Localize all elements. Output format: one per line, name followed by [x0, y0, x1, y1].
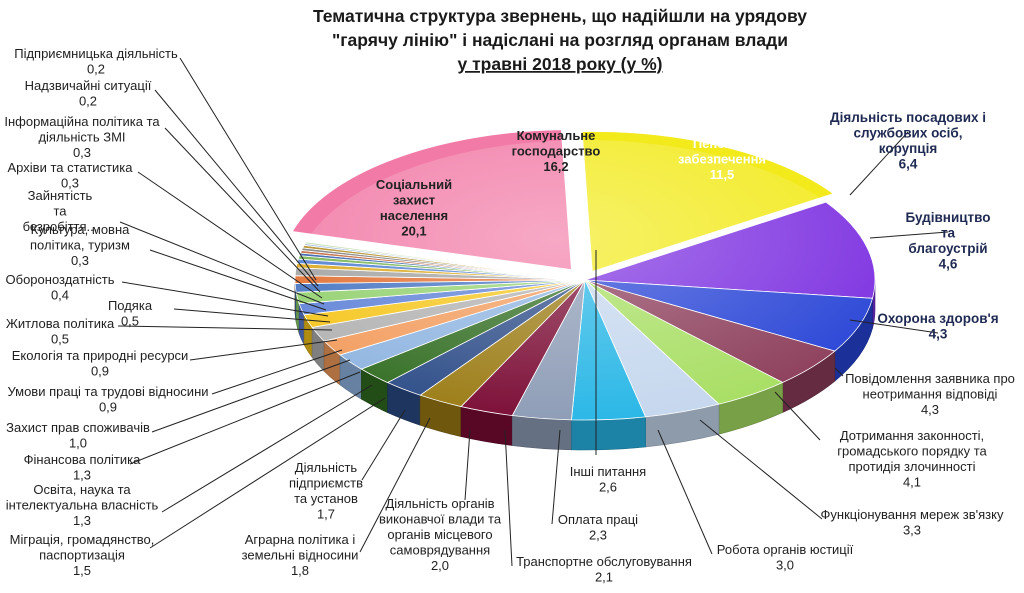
slice-label-21: Житлова політика 0,5: [6, 316, 115, 347]
leader-line-29: [179, 57, 317, 281]
leader-line-27: [164, 127, 321, 293]
slice-label-15: Міграція, громадянство, паспортизація 1,5: [10, 532, 155, 578]
leader-line-5: [834, 367, 844, 377]
slice-label-16: Освіта, наука та інтелектуальна власність…: [6, 482, 159, 528]
slice-label-0: Комунальне господарство 16,2: [512, 128, 601, 174]
leader-line-25: [119, 221, 325, 305]
leader-line-20: [189, 339, 338, 361]
slice-label-24: Культура, мовна політика, туризм 0,3: [30, 222, 130, 268]
slice-label-14: Діяльність підприємств та установ 1,7: [289, 460, 363, 522]
leader-line-19: [211, 349, 343, 395]
pie-tops: [291, 129, 876, 421]
leader-line-22: [173, 308, 331, 323]
leader-line-11: [504, 429, 513, 567]
slice-label-9: Інші питання 2,6: [570, 464, 646, 495]
leader-line-23: [121, 281, 329, 317]
slice-label-13: Аграрна політика і земельні відносини 1,8: [242, 532, 359, 578]
slice-label-3: Будівництво та благоустрій 4,6: [905, 210, 990, 272]
slice-label-7: Функціонування мереж зв'язку 3,3: [821, 507, 1004, 538]
leader-line-14: [361, 409, 406, 481]
slice-side-6: [571, 416, 646, 451]
slice-label-1: Пенсійне забезпечення 11,5: [678, 136, 766, 182]
leader-line-28: [154, 89, 319, 287]
slice-label-4: Охорона здоров'я 4,3: [877, 311, 998, 342]
leader-line-8: [657, 429, 713, 555]
slice-label-10: Оплата праці 2,3: [558, 512, 638, 543]
slice-label-2: Діяльність посадових і службових осіб, кор…: [830, 110, 986, 172]
slice-label-29: Підприємницька діяльність 0,2: [14, 46, 178, 77]
leader-line-7: [699, 419, 823, 520]
leader-line-4: [849, 319, 939, 334]
leader-line-10: [551, 429, 561, 525]
leader-line-18: [151, 359, 351, 433]
leader-line-2: [849, 131, 909, 196]
leader-line-26: [137, 171, 323, 299]
leader-line-6: [774, 391, 821, 441]
leader-line-3: [869, 231, 949, 239]
leader-line-15: [149, 397, 386, 549]
slice-label-8: Робота органів юстиції 3,0: [717, 542, 854, 573]
leader-line-16: [161, 384, 373, 513]
slice-label-6: Дотримання законності, громадського поряд…: [837, 428, 987, 490]
leader-line-12: [464, 429, 471, 501]
slice-label-11: Транспортне обслуговування 2,1: [516, 554, 692, 585]
slice-label-28: Надзвичайні ситуації 0,2: [25, 78, 152, 109]
leader-line-24: [149, 249, 327, 311]
chart-title-line-2: "гарячу лінію" і надіслані на розгляд ор…: [332, 30, 788, 50]
slice-label-25: Зайнятість та безробіття...: [23, 188, 98, 234]
slice-label-23: Обороноздатність 0,4: [6, 272, 115, 303]
slice-label-5: Повідомлення заявника про неотримання від…: [845, 371, 1015, 417]
slice-labels: Комунальне господарство 16,2 Пенсійне забезп…: [4, 46, 1015, 585]
slice-label-26: Архіви та статистика 0,3: [8, 160, 134, 191]
slice-label-22: Подяка 0,5: [108, 298, 153, 329]
leader-line-17: [129, 371, 361, 465]
slice-label-18: Захист прав споживачів 1,0: [6, 420, 150, 451]
slice-label-30: Соціальний захист населення 20,1: [376, 177, 452, 239]
slice-label-17: Фінансова політика 1,3: [24, 452, 141, 483]
slice-label-27: Інформаційна політика та діяльність ЗМІ 0,…: [4, 114, 160, 160]
leader-line-21: [117, 325, 333, 331]
slice-label-20: Екологія та природні ресурси 0,9: [12, 348, 189, 379]
leader-line-13: [359, 417, 431, 553]
label-leaders: [117, 57, 949, 567]
chart-title-line-1: Тематична структура звернень, що надійшл…: [313, 6, 807, 26]
slice-side-7: [511, 415, 572, 451]
slice-label-12: Діяльність органів виконавчої влади та орг…: [379, 496, 502, 573]
chart-title-line-3: у травні 2018 року (у %): [458, 54, 663, 74]
slice-label-19: Умови праці та трудові відносини 0,9: [7, 384, 208, 415]
